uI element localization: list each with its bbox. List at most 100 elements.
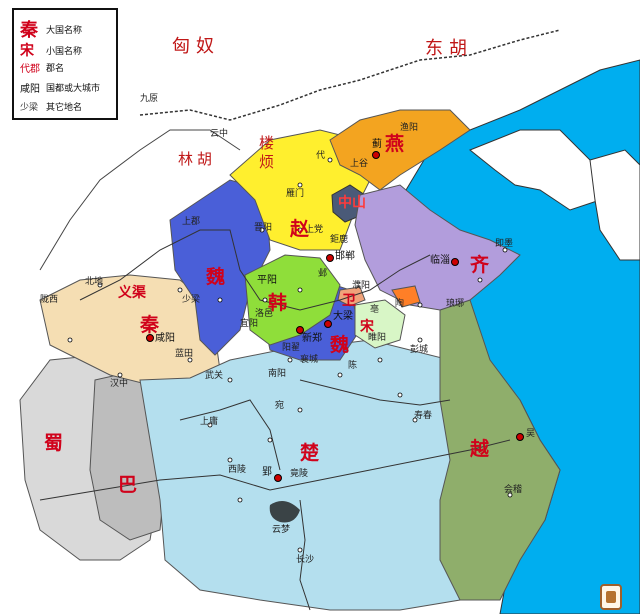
people-loufan: 楼烦	[257, 135, 275, 173]
capital-marker-xianyang	[146, 334, 154, 342]
capital-marker-ji	[372, 151, 380, 159]
state-han: 韩	[268, 292, 289, 314]
publisher-seal-icon	[600, 584, 622, 610]
legend-key-commandery: 代郡	[20, 64, 40, 75]
place-dai: 代	[316, 151, 326, 161]
legend-row-commandery: 代郡 郡名	[20, 60, 64, 75]
place-suiyang: 睢阳	[368, 333, 387, 343]
legend-desc-small-state: 小国名称	[46, 46, 83, 57]
legend-key-small-state: 宋	[20, 43, 34, 59]
capital-marker-daliang	[324, 320, 332, 328]
town-markers	[67, 157, 513, 553]
state-zhao: 赵	[290, 218, 311, 240]
state-ba: 巴	[118, 474, 139, 496]
capital-xianyang: 咸阳	[155, 333, 175, 344]
place-yiyang: 宜阳	[240, 319, 259, 329]
huai-river	[299, 379, 451, 406]
capital-ying: 郢	[262, 467, 272, 478]
state-wei-east: 魏	[330, 334, 351, 356]
people-linhu: 林胡	[178, 150, 217, 168]
legend-row-capital: 咸阳 国都或大城市	[20, 80, 100, 95]
state-qi: 齐	[470, 254, 491, 276]
place-kuaiji: 会稽	[504, 485, 523, 495]
yellow-river	[79, 229, 431, 311]
capital-pingyang: 平阳	[257, 275, 277, 286]
place-shangdang: 上党	[305, 225, 324, 235]
legend-desc-capital: 国都或大城市	[46, 84, 101, 94]
xiang-river	[299, 499, 311, 611]
capital-xinzheng: 新郑	[302, 333, 322, 344]
place-yangdi: 阳翟	[282, 343, 301, 353]
northern-boundary	[39, 129, 241, 271]
place-wu: 吴	[526, 429, 536, 439]
place-changsha: 长沙	[296, 555, 315, 565]
place-wan: 宛	[275, 401, 285, 411]
han-river	[179, 399, 281, 471]
state-yue: 越	[470, 438, 491, 460]
yangtze-river	[39, 439, 511, 501]
capital-marker-handan	[326, 254, 334, 262]
region-han	[244, 254, 341, 346]
legend-row-small-state: 宋 小国名称	[20, 40, 82, 60]
place-chen: 陈	[348, 361, 358, 371]
great-wall-north	[139, 29, 561, 121]
region-chu	[139, 339, 481, 611]
place-nanyang: 南阳	[268, 369, 287, 379]
capital-handan: 邯郸	[335, 251, 355, 262]
capital-daliang: 大梁	[333, 311, 353, 322]
place-shouchun: 寿春	[414, 411, 433, 421]
legend-desc-commandery: 郡名	[46, 64, 65, 74]
place-jimo: 即墨	[495, 239, 514, 249]
place-xiling: 西陵	[228, 465, 247, 475]
place-longxi: 陇西	[40, 295, 59, 305]
state-shu: 蜀	[44, 432, 65, 454]
state-yan: 燕	[385, 133, 406, 155]
region-song	[354, 299, 406, 349]
place-langya: 琅琊	[446, 299, 465, 309]
capital-marker-ying	[274, 474, 282, 482]
region-yue	[439, 299, 561, 601]
place-shangyong: 上庸	[200, 417, 219, 427]
place-pengcheng: 彭城	[410, 345, 429, 355]
capital-marker-xinzheng	[296, 326, 304, 334]
place-xiangcheng: 襄城	[300, 355, 319, 365]
place-jingling: 竟陵	[290, 469, 309, 479]
place-ye: 邺	[318, 269, 328, 279]
place-yanmen: 雁门	[286, 189, 305, 199]
place-lantian: 蓝田	[175, 349, 194, 359]
legend-row-large-state: 秦 大国名称	[20, 16, 82, 42]
place-taocheng: 陶	[395, 299, 405, 309]
state-wei-west: 魏	[206, 266, 227, 288]
capital-marker-linzi	[451, 258, 459, 266]
region-yan	[329, 109, 471, 191]
place-yunzhong: 云中	[210, 129, 229, 139]
people-donghu: 东胡	[425, 38, 473, 59]
place-shaoliang: 少梁	[182, 295, 201, 305]
state-zhongshan: 中山	[338, 195, 366, 211]
state-qin: 秦	[140, 314, 161, 336]
capital-markers	[146, 151, 524, 482]
legend-row-place: 少梁 其它地名	[20, 100, 82, 113]
state-song: 宋	[360, 319, 374, 335]
place-bodu: 亳	[370, 305, 380, 315]
liaodong-land	[469, 129, 601, 211]
place-yuyang: 渔阳	[400, 123, 419, 133]
yunmeng-marsh	[269, 501, 300, 523]
place-luoyi: 洛邑	[255, 309, 274, 319]
state-chu: 楚	[300, 442, 321, 464]
place-yunmeng: 云梦	[272, 525, 291, 535]
legend-desc-large-state: 大国名称	[46, 25, 83, 36]
place-shanggu: 上谷	[350, 159, 369, 169]
place-wuguan: 武关	[205, 371, 224, 381]
legend-desc-place: 其它地名	[46, 103, 83, 113]
place-jinyang: 晋阳	[254, 223, 273, 233]
place-jiuyuan: 九原	[140, 94, 159, 104]
place-hanzhong: 汉中	[110, 379, 129, 389]
legend-key-large-state: 秦	[20, 20, 38, 41]
korea-land	[589, 149, 640, 261]
capital-marker-wu	[516, 433, 524, 441]
state-weiwei: 卫	[342, 293, 356, 309]
people-xiongnu: 匈奴	[172, 36, 220, 57]
